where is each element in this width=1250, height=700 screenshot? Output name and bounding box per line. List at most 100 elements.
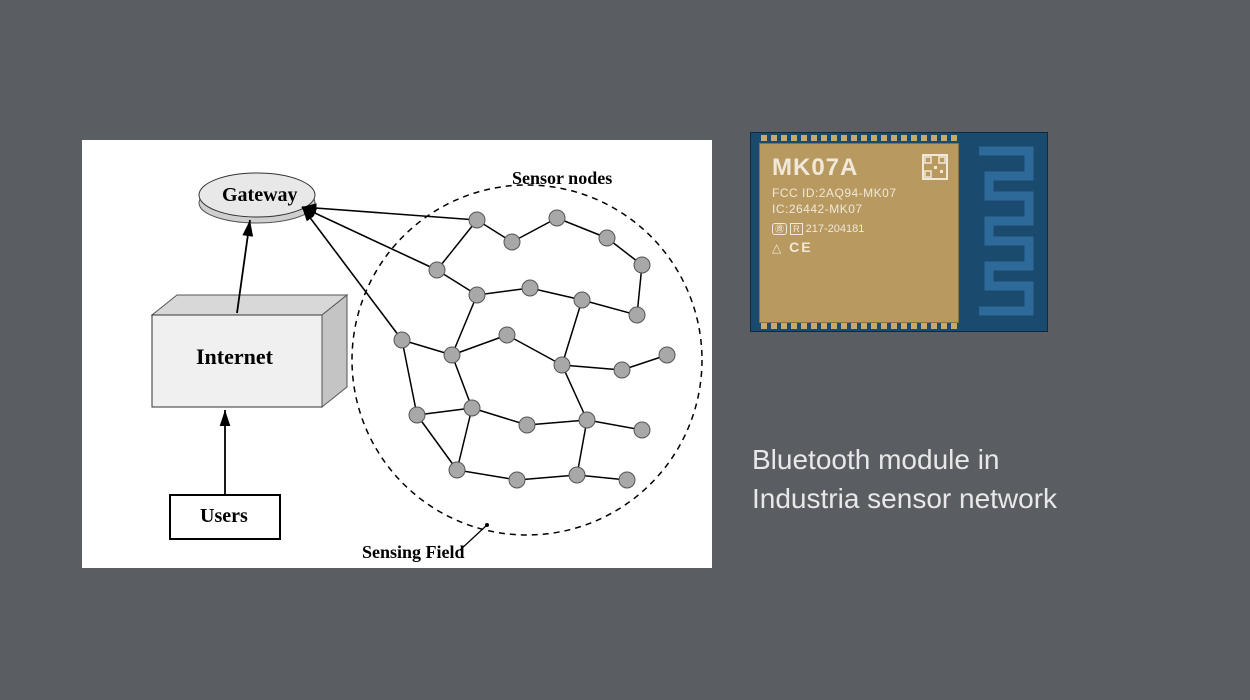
- pcb-pad: [781, 323, 787, 329]
- pcb-antenna-trace: [969, 141, 1041, 325]
- sensor-node: [659, 347, 675, 363]
- users-label: Users: [200, 505, 248, 528]
- module-model: MK07A: [772, 154, 946, 182]
- network-diagram-panel: Gateway Internet Users Sensor nodes Sens…: [82, 140, 712, 568]
- pcb-pad: [931, 135, 937, 141]
- pcb-pad: [871, 135, 877, 141]
- pcb-pad: [801, 135, 807, 141]
- caption-line2: Industria sensor network: [752, 479, 1057, 518]
- pcb-pad: [951, 323, 957, 329]
- mesh-edge: [562, 365, 622, 370]
- pcb-pad: [801, 323, 807, 329]
- pcb-pad: [761, 135, 767, 141]
- mesh-edge: [517, 475, 577, 480]
- mesh-edge: [472, 408, 527, 425]
- pcb-pad: [851, 323, 857, 329]
- pcb-pads-bottom: [761, 323, 957, 329]
- qr-icon: [922, 154, 948, 180]
- module-ic: IC:26442-MK07: [772, 202, 946, 216]
- pcb-pad: [941, 323, 947, 329]
- pcb-pad: [871, 323, 877, 329]
- mesh-edge: [562, 365, 587, 420]
- pcb-pad: [761, 323, 767, 329]
- sensor-node: [504, 234, 520, 250]
- sensor-node: [634, 257, 650, 273]
- caption-text: Bluetooth module in Industria sensor net…: [752, 440, 1057, 518]
- mesh-edge: [437, 220, 477, 270]
- pcb-pad: [881, 323, 887, 329]
- sensor-node: [394, 332, 410, 348]
- mesh-edge: [417, 415, 457, 470]
- mesh-edge: [402, 340, 417, 415]
- sensor-node: [409, 407, 425, 423]
- pcb-pad: [921, 323, 927, 329]
- sensor-node: [569, 467, 585, 483]
- pcb-pad: [771, 323, 777, 329]
- pcb-board: MK07A FCC ID:2AQ94-MK07 IC:26442-MK07 ㊮ …: [750, 132, 1048, 332]
- sensor-node: [549, 210, 565, 226]
- sensor-node: [444, 347, 460, 363]
- arrow-node-gateway: [302, 207, 477, 220]
- pcb-pad: [921, 135, 927, 141]
- pcb-pad: [781, 135, 787, 141]
- sensor-node: [469, 287, 485, 303]
- pcb-pad: [941, 135, 947, 141]
- caption-line1: Bluetooth module in: [752, 440, 1057, 479]
- pcb-pad: [831, 135, 837, 141]
- internet-label: Internet: [196, 344, 273, 370]
- sensor-node: [634, 422, 650, 438]
- pcb-pad: [861, 323, 867, 329]
- pcb-pad: [791, 135, 797, 141]
- pcb-pad: [791, 323, 797, 329]
- pcb-pad: [831, 323, 837, 329]
- pcb-pad: [771, 135, 777, 141]
- pcb-pads-top: [761, 135, 957, 141]
- sensor-node: [599, 230, 615, 246]
- pcb-pad: [891, 135, 897, 141]
- sensing-field-label: Sensing Field: [362, 542, 465, 563]
- pcb-pad: [881, 135, 887, 141]
- sensor-node: [429, 262, 445, 278]
- pcb-pad: [851, 135, 857, 141]
- diagram-svg: [82, 140, 712, 568]
- mesh-edges: [402, 218, 667, 480]
- sensing-field-circle: [352, 185, 702, 535]
- pcb-pad: [951, 135, 957, 141]
- mesh-edge: [452, 335, 507, 355]
- pcb-shield: MK07A FCC ID:2AQ94-MK07 IC:26442-MK07 ㊮ …: [759, 143, 959, 323]
- sensor-node: [499, 327, 515, 343]
- sensor-node: [519, 417, 535, 433]
- pcb-pad: [911, 323, 917, 329]
- sensor-node: [464, 400, 480, 416]
- mesh-edge: [507, 335, 562, 365]
- sensor-node: [509, 472, 525, 488]
- sensor-nodes-label: Sensor nodes: [512, 168, 612, 189]
- mesh-edge: [582, 300, 637, 315]
- mesh-edge: [457, 408, 472, 470]
- mesh-edge: [457, 470, 517, 480]
- sensor-node: [449, 462, 465, 478]
- pcb-pad: [931, 323, 937, 329]
- pcb-pad: [821, 135, 827, 141]
- sensor-node: [614, 362, 630, 378]
- mesh-edge: [527, 420, 587, 425]
- module-cert: ㊮ R 217-204181: [772, 222, 946, 235]
- pcb-pad: [901, 135, 907, 141]
- module-ce-mark: △ CE: [772, 239, 946, 255]
- sensor-node: [629, 307, 645, 323]
- sensor-node: [574, 292, 590, 308]
- pcb-pad: [841, 323, 847, 329]
- sensor-node: [619, 472, 635, 488]
- pcb-pad: [821, 323, 827, 329]
- pcb-pad: [811, 135, 817, 141]
- sensor-node: [554, 357, 570, 373]
- pcb-pad: [901, 323, 907, 329]
- mesh-edge: [452, 295, 477, 355]
- mesh-edge: [562, 300, 582, 365]
- gateway-label: Gateway: [222, 184, 298, 207]
- sensor-node: [522, 280, 538, 296]
- pcb-pad: [811, 323, 817, 329]
- pcb-pad: [841, 135, 847, 141]
- arrow-node-gateway: [302, 207, 437, 270]
- pcb-pad: [861, 135, 867, 141]
